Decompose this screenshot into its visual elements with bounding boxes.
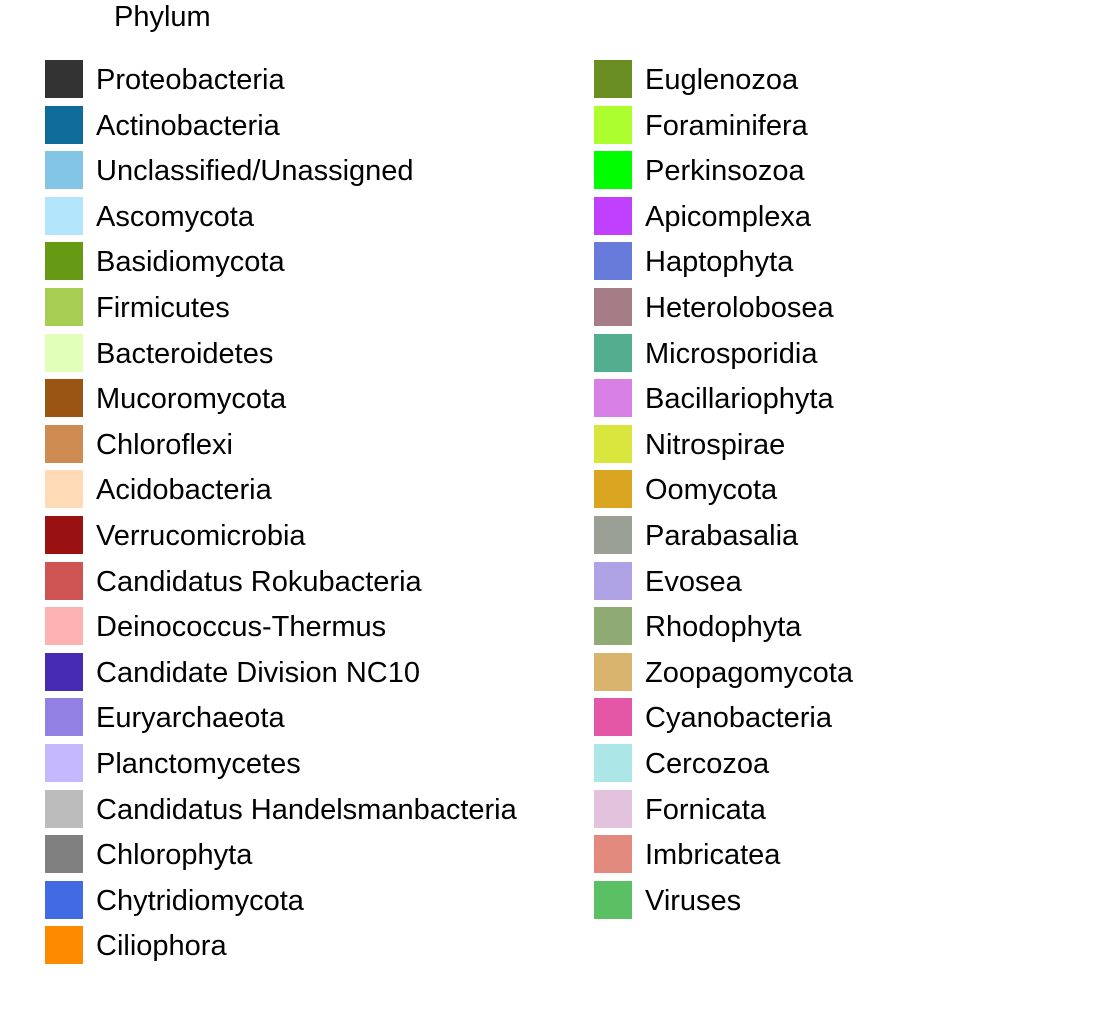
- legend-label: Candidate Division NC10: [96, 656, 420, 689]
- legend-label: Imbricatea: [645, 839, 781, 872]
- legend-label: Verrucomicrobia: [96, 519, 306, 552]
- legend-label: Nitrospirae: [645, 428, 786, 461]
- legend-label: Chlorophyta: [96, 839, 253, 872]
- legend-swatch: [594, 333, 632, 372]
- legend-swatch: [45, 561, 83, 600]
- legend-swatch: [45, 242, 83, 281]
- legend-swatch: [594, 789, 632, 828]
- legend-label: Perkinsozoa: [645, 155, 805, 188]
- legend-label: Apicomplexa: [645, 200, 812, 233]
- legend-swatch: [594, 607, 632, 646]
- legend-label: Microsporidia: [645, 337, 818, 370]
- legend-label: Heterolobosea: [645, 291, 834, 324]
- legend-swatch: [45, 835, 83, 874]
- legend-swatch: [45, 60, 83, 98]
- legend-label: Proteobacteria: [96, 64, 285, 96]
- legend-swatch: [45, 926, 83, 965]
- legend-label: Euryarchaeota: [96, 702, 285, 735]
- legend-label: Rhodophyta: [645, 611, 802, 644]
- legend-swatch: [594, 698, 632, 737]
- legend-swatch: [594, 470, 632, 509]
- legend-title: Phylum: [114, 1, 211, 33]
- legend-swatch: [594, 424, 632, 463]
- legend-label: Viruses: [645, 884, 742, 917]
- legend-label: Candidatus Rokubacteria: [96, 565, 422, 598]
- legend-swatch: [594, 287, 632, 326]
- legend-swatch: [594, 515, 632, 554]
- legend-label: Euglenozoa: [645, 64, 799, 96]
- legend-swatch: [594, 652, 632, 691]
- legend-swatch: [594, 835, 632, 874]
- legend-label: Firmicutes: [96, 291, 230, 324]
- legend-swatch: [45, 698, 83, 737]
- legend-label: Fornicata: [645, 793, 766, 826]
- legend-label: Candidatus Handelsmanbacteria: [96, 793, 517, 826]
- legend-label: Oomycota: [645, 474, 778, 507]
- legend-label: Bacillariophyta: [645, 383, 834, 416]
- legend-label: Haptophyta: [645, 246, 794, 279]
- legend-label: Planctomycetes: [96, 747, 301, 780]
- legend-label: Acidobacteria: [96, 474, 272, 507]
- legend-label: Mucoromycota: [96, 383, 287, 416]
- legend-label: Bacteroidetes: [96, 337, 274, 370]
- legend-label: Cyanobacteria: [645, 702, 832, 735]
- legend-swatch: [45, 607, 83, 646]
- legend-swatch: [45, 287, 83, 326]
- legend-swatch: [594, 379, 632, 418]
- legend-swatch: [45, 515, 83, 554]
- legend-swatch: [594, 151, 632, 190]
- legend-label: Chytridiomycota: [96, 884, 304, 917]
- legend-swatch: [594, 105, 632, 144]
- legend-swatch: [45, 880, 83, 919]
- legend-label: Ascomycota: [96, 200, 254, 233]
- legend-swatch: [594, 242, 632, 281]
- legend-label: Ciliophora: [96, 930, 227, 963]
- legend-swatch: [45, 105, 83, 144]
- legend-swatch: [45, 652, 83, 691]
- legend-label: Zoopagomycota: [645, 656, 853, 689]
- legend-label: Foraminifera: [645, 109, 808, 142]
- legend-swatch: [45, 470, 83, 509]
- legend-label: Basidiomycota: [96, 246, 285, 279]
- legend-label: Chloroflexi: [96, 428, 233, 461]
- legend-swatch: [45, 424, 83, 463]
- legend-swatch: [594, 561, 632, 600]
- legend-swatch: [45, 196, 83, 235]
- legend-label: Deinococcus-Thermus: [96, 611, 387, 644]
- legend-swatch: [45, 151, 83, 190]
- legend-swatch: [594, 880, 632, 919]
- legend-swatch: [594, 60, 632, 98]
- legend-swatch: [45, 333, 83, 372]
- legend-swatch: [45, 379, 83, 418]
- legend-label: Unclassified/Unassigned: [96, 155, 414, 188]
- legend-swatch: [45, 789, 83, 828]
- legend-swatch: [45, 743, 83, 782]
- legend-label: Parabasalia: [645, 519, 799, 552]
- legend-label: Evosea: [645, 565, 742, 598]
- legend-label: Cercozoa: [645, 747, 770, 780]
- legend-swatch: [594, 743, 632, 782]
- legend-swatch: [594, 196, 632, 235]
- legend-label: Actinobacteria: [96, 109, 280, 142]
